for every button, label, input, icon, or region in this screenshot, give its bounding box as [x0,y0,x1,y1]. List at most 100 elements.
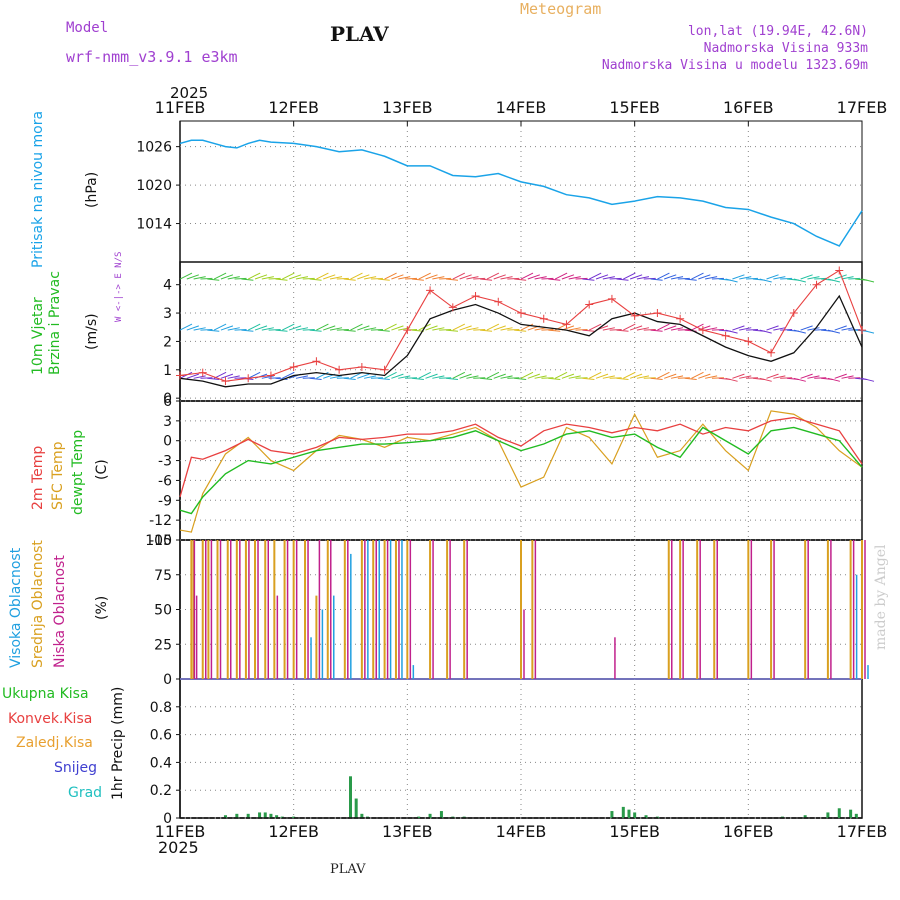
wind-arrow [247,323,261,331]
wind-arrow [725,329,738,334]
wind-gust-marker [562,320,571,329]
value-tick-label: 50 [154,603,172,619]
wind-arrow [834,274,847,280]
value-tick-label: 1014 [136,217,172,233]
precip-bar [354,798,358,818]
value-tick-label: 0 [163,391,172,407]
top-time-label: 13FEB [382,98,433,117]
wind-gust-marker [312,357,321,366]
wind-arrow [568,276,581,280]
wind-arrow [336,377,349,379]
wind-arrow [486,272,500,280]
wind-arrow [623,272,636,280]
wind-arrow [766,373,779,379]
wind-arrow [377,329,390,332]
wind-arrow [275,329,288,332]
wind-arrow [452,323,466,331]
wind-arrow [302,377,315,379]
wind-arrow [500,327,513,331]
wind-arrow [329,276,343,280]
wind-arrow [493,325,506,331]
wind-arrow [343,329,356,332]
wind-arrow [432,375,445,379]
precip-bar [627,809,631,818]
precip-bar [269,813,273,818]
wind-arrow [493,373,506,379]
wind-arrow [793,377,806,382]
wind-arrow [234,328,247,331]
value-tick-label: 75 [154,568,172,584]
wind-gust-marker [471,292,480,301]
wind-arrow [391,325,404,331]
wind-arrow [705,276,718,280]
wind-arrow [602,327,615,331]
wind-arrow [295,276,309,280]
wind-arrow [609,377,622,379]
wind-arrow [527,373,540,379]
wind-arrow [275,377,288,381]
precip-bar [263,812,267,818]
wind-arrow [759,329,772,334]
precip-bar [644,815,648,818]
wind-arrow [282,272,295,280]
wind-gust-marker [607,294,616,303]
wind-arrow [629,325,643,331]
wind-gust-marker [517,309,525,318]
wind-arrow [398,276,411,280]
wind-gust-marker [812,280,821,289]
wind-arrow [623,323,636,331]
wind-arrow [534,327,547,331]
wind-arrow [609,328,622,331]
wind-gust-marker [698,326,707,335]
precip-bar [633,812,637,818]
wind-arrow [350,272,363,280]
wind-arrow [200,277,213,280]
precip-bar [292,816,296,818]
wind-arrow [554,371,568,379]
wind-arrow [705,327,718,331]
wind-arrow [295,327,309,331]
wind-arrow [636,327,650,331]
wind-arrow [541,377,554,379]
wind-arrow [793,329,806,334]
wind-arrow [186,325,199,331]
wind-arrow [650,329,663,332]
wind-arrow [711,277,724,280]
wind-arrow [800,373,813,379]
wind-arrow [179,272,193,280]
wind-arrow [664,373,677,379]
wind-arrow [193,375,206,379]
wind-gust-marker [789,309,798,318]
wind-arrow [350,323,363,331]
wind-arrow [439,377,452,379]
wind-arrow [827,278,841,283]
wind-arrow [582,278,595,281]
wind-arrow [616,278,629,281]
wind-arrow [466,375,479,379]
precip-bar [610,811,614,818]
wind-gust-marker [335,365,344,374]
wind-arrow [486,323,500,331]
wind-arrow [514,278,527,281]
value-tick-label: 0.4 [150,755,172,771]
wind-arrow [329,327,343,331]
meteogram-label: Meteogram [520,0,602,18]
dewpt-line [179,426,863,515]
wind-arrow [398,375,411,379]
value-tick-label: 3 [163,414,172,430]
wind-arrow [411,377,424,381]
wind-arrow [814,377,827,379]
precip-bar [258,812,262,818]
bottom-time-label: 12FEB [268,822,319,841]
value-tick-label: 3 [163,306,172,322]
wind-arrow [807,375,820,379]
bottom-time-label: 13FEB [382,822,433,841]
precip-bar [826,812,830,818]
wind-arrow [405,377,418,379]
wind-gust-marker [767,348,776,357]
wind-arrow [200,328,213,331]
wind-arrow [861,278,875,283]
wind-arrow [282,323,295,331]
wind-arrow [411,278,424,281]
